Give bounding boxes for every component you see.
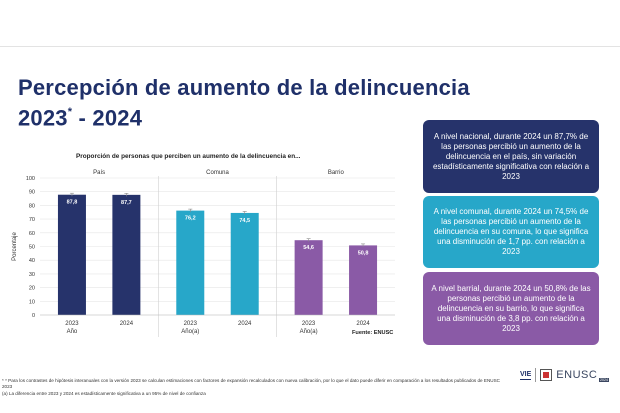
value-label-2-1: 50,8 [358, 250, 369, 256]
chart-source: Fuente: ENUSC [352, 330, 394, 336]
footnote-1: * * Para los contrastes de hipótesis int… [2, 378, 500, 390]
y-tick-label-0: 0 [32, 313, 35, 319]
value-label-0-1: 87,7 [121, 200, 132, 206]
x-tick-label-0-0: 2023 [65, 321, 79, 327]
x-axis-label-0: Año [67, 329, 78, 335]
title-line-1: Percepción de aumento de la delincuencia [18, 75, 470, 100]
y-tick-label-60: 60 [29, 231, 35, 237]
y-tick-label-100: 100 [26, 176, 35, 182]
y-tick-label-50: 50 [29, 245, 35, 251]
enusc-logo: ENUSC [556, 369, 598, 381]
value-label-1-0: 76,2 [185, 216, 196, 222]
y-tick-label-40: 40 [29, 258, 35, 264]
group-label-0: País [93, 170, 105, 176]
bar-2-2023 [294, 240, 323, 315]
summary-box-communal: A nivel comunal, durante 2024 un 74,5% d… [423, 196, 599, 268]
x-tick-label-2-0: 2023 [302, 321, 316, 327]
group-label-1: Comuna [206, 170, 229, 176]
y-tick-label-10: 10 [29, 299, 35, 305]
bar-chart: 0 10 20 30 40 50 60 70 80 90 100 Porcentaje País 87,8… [12, 170, 395, 337]
group-label-2: Barrio [328, 170, 345, 176]
bar-1-2023 [176, 210, 205, 315]
title-year-2024: - 2024 [72, 105, 143, 131]
summary-text-communal: A nivel comunal, durante 2024 un 74,5% d… [433, 207, 589, 256]
top-divider [0, 46, 620, 47]
x-tick-label-1-0: 2023 [184, 321, 198, 327]
y-tick-label-20: 20 [29, 286, 35, 292]
summary-text-neighborhood: A nivel barrial, durante 2024 un 50,8% d… [431, 283, 591, 333]
logos: VIE ENUSC 2024 [520, 366, 609, 384]
title-asterisk: * [67, 106, 73, 118]
x-tick-label-0-1: 2024 [120, 321, 134, 327]
summary-box-national: A nivel nacional, durante 2024 un 87,7% … [423, 120, 599, 193]
page-title: Percepción de aumento de la delincuencia… [18, 74, 470, 131]
value-label-1-1: 74,5 [239, 218, 250, 224]
chart-title: Proporción de personas que perciben un a… [76, 153, 301, 160]
y-tick-label-80: 80 [29, 203, 35, 209]
value-label-2-0: 54,6 [303, 245, 314, 251]
x-axis-label-1: Año(a) [181, 329, 199, 335]
footnote-2: (a) La diferencia entre 2023 y 2024 es e… [2, 390, 206, 396]
y-tick-label-70: 70 [29, 217, 35, 223]
y-axis-label: Porcentaje [12, 231, 18, 260]
enusc-logo-year: 2024 [599, 378, 609, 382]
summary-text-national: A nivel nacional, durante 2024 un 87,7% … [432, 131, 590, 181]
x-tick-label-2-1: 2024 [356, 321, 370, 327]
y-tick-label-90: 90 [29, 190, 35, 196]
x-tick-label-1-1: 2024 [238, 321, 252, 327]
title-line-2: 2023* - 2024 [18, 101, 470, 131]
title-year-2023: 2023 [18, 105, 68, 131]
bar-0-2024 [112, 194, 141, 315]
bar-2-2024 [349, 245, 378, 315]
value-label-0-0: 87,8 [67, 200, 78, 206]
vie-logo: VIE [520, 371, 532, 380]
x-axis-label-2: Año(a) [300, 329, 318, 335]
ine-logo-icon [540, 369, 553, 381]
bar-0-2023 [57, 194, 86, 315]
bar-1-2024 [230, 212, 259, 315]
logo-separator [535, 368, 537, 382]
summary-box-neighborhood: A nivel barrial, durante 2024 un 50,8% d… [423, 272, 599, 345]
y-tick-label-30: 30 [29, 272, 35, 278]
footnotes: * * Para los contrastes de hipótesis int… [2, 378, 502, 397]
